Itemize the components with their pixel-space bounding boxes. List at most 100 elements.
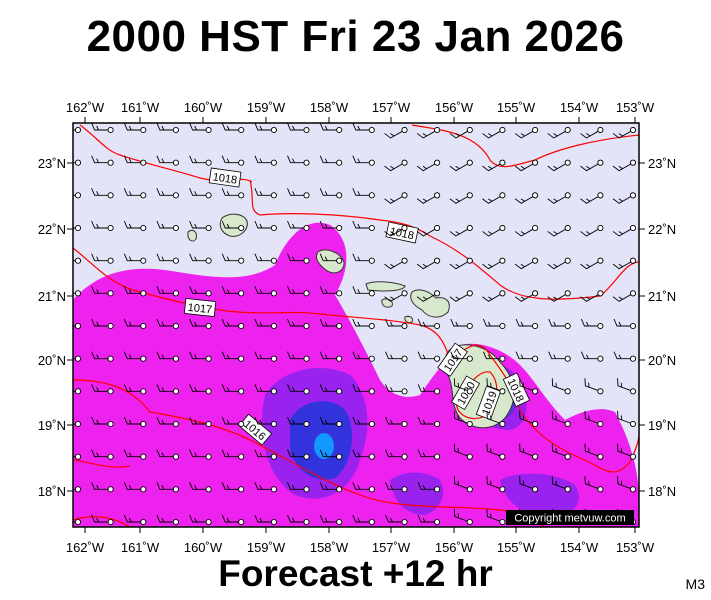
wind-barb: [617, 410, 637, 428]
wind-barb: [189, 123, 212, 134]
wind-barb: [91, 318, 114, 330]
wind-barb: [450, 351, 473, 362]
precip-area-light: [73, 222, 639, 527]
wind-barb: [221, 384, 245, 395]
wind-barb: [189, 188, 212, 199]
wind-barb: [385, 384, 408, 395]
wind-barb: [617, 443, 637, 460]
wind-barb: [352, 318, 375, 330]
wind-barb: [482, 126, 506, 139]
wind-barb: [547, 224, 571, 237]
wind-barb: [123, 155, 147, 166]
wind-barb: [584, 378, 604, 395]
wind-barb: [73, 355, 82, 362]
wind-barb: [519, 476, 539, 493]
wind-barb: [287, 482, 310, 493]
wind-barb: [482, 257, 506, 270]
wind-barb: [287, 416, 310, 428]
wind-barb: [123, 286, 147, 297]
lon-label: 155˚W: [497, 100, 536, 115]
wind-barb: [123, 384, 147, 395]
isobar-label: 1017: [183, 298, 217, 317]
wind-barb: [254, 384, 277, 395]
isobar-line: [519, 409, 639, 473]
wind-barb: [287, 286, 310, 297]
wind-barb: [519, 443, 539, 460]
wind-barb: [514, 290, 539, 302]
wind-barb: [287, 449, 310, 460]
wind-barb: [617, 476, 637, 493]
wind-barb: [551, 410, 571, 428]
wind-barb: [417, 384, 441, 395]
lon-label: 156˚W: [435, 540, 474, 555]
wind-barb: [287, 384, 310, 395]
wind-barb: [352, 351, 375, 362]
wind-barb: [385, 351, 408, 362]
wind-barb: [221, 514, 245, 526]
wind-barb: [221, 253, 245, 264]
wind-barb: [486, 508, 506, 526]
wind-barb: [548, 318, 571, 330]
wind-barb: [287, 514, 310, 526]
wind-barb: [73, 126, 82, 134]
wind-barb: [514, 257, 539, 270]
wind-barb: [73, 257, 82, 264]
wind-barb: [580, 159, 604, 172]
wind-barb: [551, 443, 571, 460]
island-kahoolawe: [404, 315, 413, 324]
wind-barb: [156, 286, 179, 297]
wind-barb: [547, 290, 571, 302]
wind-barb: [580, 257, 604, 270]
lon-labels-bottom: 162˚W 161˚W 160˚W 159˚W 158˚W 157˚W 156˚…: [66, 540, 655, 555]
wind-barb: [482, 351, 506, 362]
lat-label: 22˚N: [38, 222, 66, 237]
lon-label: 160˚W: [184, 100, 223, 115]
island-lanai: [381, 298, 393, 308]
wind-barb: [73, 290, 82, 297]
lon-label: 160˚W: [184, 540, 223, 555]
wind-barb: [352, 416, 375, 428]
wind-barb: [156, 482, 179, 493]
wind-barb: [612, 126, 637, 139]
isobar-line: [73, 459, 131, 468]
wind-barb: [221, 449, 245, 460]
lon-label: 161˚W: [121, 100, 160, 115]
wind-barb: [385, 514, 408, 526]
wind-barb: [156, 220, 179, 232]
wind-barb: [548, 351, 571, 362]
wind-barb: [254, 514, 277, 526]
wind-barb: [123, 449, 147, 460]
wind-barb: [189, 384, 212, 395]
wind-barb: [73, 192, 82, 199]
wind-barb: [547, 126, 571, 139]
wind-barb: [91, 482, 114, 493]
wind-barb: [123, 416, 147, 428]
wind-barb: [73, 420, 82, 428]
wind-barb: [156, 384, 179, 395]
wind-barb: [584, 410, 604, 428]
wind-barb: [453, 476, 473, 493]
wind-barb: [91, 384, 114, 395]
wind-barb: [319, 188, 343, 199]
lat-labels-right: 23˚N 22˚N 21˚N 20˚N 19˚N 18˚N: [648, 156, 676, 499]
wind-barb: [453, 508, 473, 526]
wind-barb: [73, 518, 82, 526]
wind-barb: [189, 220, 212, 232]
isobar-line: [73, 379, 546, 527]
wind-barb: [352, 123, 375, 134]
lon-label: 155˚W: [497, 540, 536, 555]
lat-label: 20˚N: [648, 353, 676, 368]
wind-barb: [416, 192, 441, 204]
wind-barb: [123, 123, 147, 134]
wind-barb: [156, 188, 179, 199]
wind-barb: [156, 449, 179, 460]
wind-barb: [156, 514, 179, 526]
wind-barb: [73, 224, 82, 232]
wind-barb: [287, 123, 310, 134]
wind-barb: [319, 253, 343, 264]
wind-barb: [580, 351, 604, 362]
island-niihau: [187, 229, 197, 242]
wind-barb: [123, 253, 147, 264]
wind-barb: [449, 257, 473, 270]
wind-barb: [384, 192, 408, 204]
